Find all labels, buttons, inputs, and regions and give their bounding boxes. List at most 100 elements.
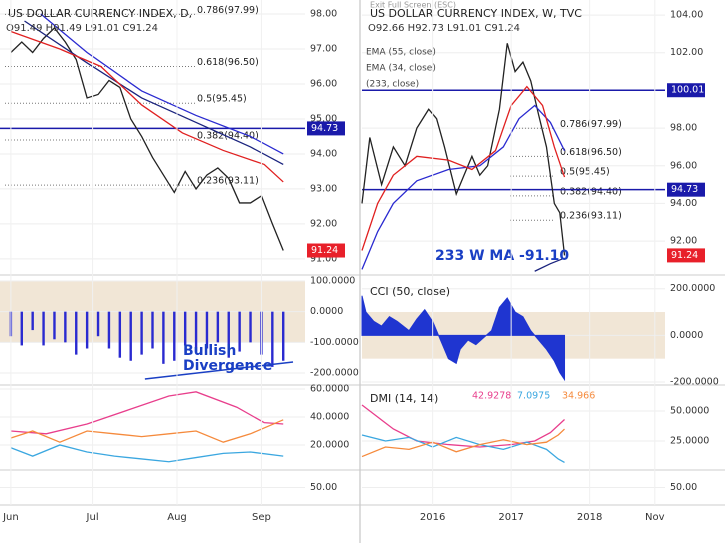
- legend-entry: EMA (55, close): [366, 48, 436, 58]
- price-label: 94.73: [311, 123, 338, 134]
- y-tick-label: 50.0000: [670, 406, 709, 417]
- legend-value: 7.0975: [517, 391, 550, 402]
- last-price-box: [307, 243, 345, 258]
- exit-fullscreen[interactable]: Exit Full Screen (ESC): [370, 1, 456, 10]
- y-tick-label: 98.00: [310, 8, 337, 19]
- bar: [42, 311, 45, 346]
- y-tick-label: 94.00: [670, 198, 697, 209]
- y-tick-label: 96.00: [310, 78, 337, 89]
- series-line: [534, 257, 565, 272]
- chart-title: US DOLLAR CURRENCY INDEX, W, TVC: [370, 7, 582, 20]
- series-line: [361, 404, 565, 448]
- series-line: [361, 428, 565, 458]
- price-label-box: [667, 83, 705, 98]
- x-tick-label: 2017: [498, 512, 523, 523]
- price-label: 94.73: [671, 184, 698, 195]
- y-tick-label: 20.0000: [310, 439, 349, 450]
- y-tick-label: 93.00: [310, 183, 337, 194]
- bar: [96, 311, 100, 337]
- bar: [64, 311, 67, 343]
- x-tick-label: Aug: [167, 512, 187, 523]
- bar: [85, 311, 89, 349]
- y-tick-label: 40.0000: [310, 412, 349, 423]
- bar: [151, 311, 154, 349]
- y-tick-label: 104.00: [670, 10, 703, 21]
- fib-label: 0.236(93.11): [197, 176, 259, 187]
- series-line: [10, 391, 284, 435]
- price-label: 100.01: [671, 85, 704, 96]
- series-line: [10, 27, 284, 251]
- x-tick-label: Jul: [86, 512, 99, 523]
- bar: [173, 311, 176, 361]
- last-price-label: 91.24: [671, 250, 698, 261]
- x-tick-label: 2018: [577, 512, 602, 523]
- annotation: 233 W MA -91.10: [435, 248, 569, 264]
- legend-value: 42.9278: [472, 391, 511, 402]
- y-tick-label: 92.00: [670, 236, 697, 247]
- last-price-box: [667, 248, 705, 263]
- series-line: [361, 85, 566, 251]
- series-area: [361, 295, 566, 382]
- trendline: [144, 361, 294, 380]
- legend-value: 34.966: [562, 391, 595, 402]
- y-tick-label: 91.00: [310, 253, 337, 264]
- bar: [107, 311, 111, 349]
- series-line: [361, 104, 566, 270]
- x-tick-label: 2016: [420, 512, 445, 523]
- bar: [140, 311, 143, 355]
- x-tick-label: Jun: [2, 512, 19, 523]
- bar: [282, 311, 285, 361]
- series-line: [10, 30, 284, 183]
- fib-label: 0.786(97.99): [197, 5, 259, 16]
- y-tick-label: 60.0000: [310, 384, 349, 395]
- bar: [20, 311, 23, 346]
- bar: [183, 311, 187, 346]
- x-tick-label: Nov: [645, 512, 665, 523]
- y-tick-label: 98.00: [670, 123, 697, 134]
- bar: [216, 311, 220, 343]
- last-price-label: 91.24: [311, 245, 338, 256]
- y-tick-label: -100.0000: [310, 337, 359, 348]
- bar: [118, 311, 122, 358]
- price-label-box: [307, 121, 345, 136]
- bar: [249, 311, 252, 343]
- ohlc: O92.66 H92.73 L91.01 C91.24: [368, 23, 520, 34]
- y-tick-label: 50.00: [670, 482, 697, 493]
- y-tick-label: 100.0000: [310, 276, 355, 287]
- y-tick-label: 200.0000: [670, 283, 715, 294]
- x-tick-label: Sep: [252, 512, 271, 523]
- fib-label: 0.618(96.50): [197, 57, 259, 68]
- bar: [205, 311, 209, 349]
- bar: [31, 311, 34, 331]
- ohlc: O91.49 H91.49 L91.01 C91.24: [6, 23, 158, 34]
- fib-label: 0.382(94.40): [197, 130, 259, 141]
- bar: [129, 311, 132, 361]
- y-tick-label: 25.0000: [670, 435, 709, 446]
- fib-label: 0.786(97.99): [560, 119, 622, 130]
- y-tick-label: 97.00: [310, 43, 337, 54]
- fib-label: 0.5(95.45): [560, 167, 610, 178]
- legend-entry: EMA (34, close): [366, 64, 436, 74]
- y-tick-label: 0.0000: [310, 306, 343, 317]
- annotation: Divergence: [183, 358, 272, 374]
- legend-entry: (233, close): [366, 80, 419, 90]
- annotation: Bullish: [183, 343, 236, 359]
- y-tick-label: 0.0000: [670, 330, 703, 341]
- fib-label: 0.382(94.40): [560, 186, 622, 197]
- y-tick-label: 96.00: [670, 160, 697, 171]
- bar: [75, 311, 78, 355]
- y-tick-label: -200.0000: [670, 376, 719, 387]
- y-tick-label: 92.00: [310, 218, 337, 229]
- y-tick-label: -200.0000: [310, 368, 359, 379]
- bar: [194, 311, 198, 352]
- series-line: [40, 13, 284, 155]
- y-tick-label: 94.00: [310, 148, 337, 159]
- fib-label: 0.5(95.45): [197, 94, 247, 105]
- chart-title: CCI (50, close): [370, 285, 450, 298]
- bar: [271, 311, 274, 367]
- bar: [53, 311, 56, 340]
- y-tick-label: 95.00: [310, 113, 337, 124]
- fib-label: 0.618(96.50): [560, 147, 622, 158]
